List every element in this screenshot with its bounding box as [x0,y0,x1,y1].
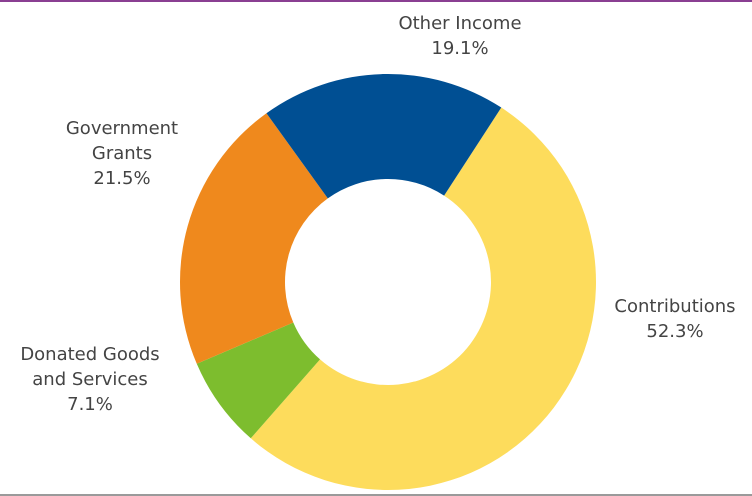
slice-label-name-line-2: Grants [91,143,153,164]
donut-slices [179,73,596,490]
donut-slice-other-income [266,73,502,199]
slice-label-value: 19.1% [431,38,489,59]
slice-label-donated-goods-and-services: Donated Goods and Services 7.1% [2,342,178,417]
donut-slice-contributions [250,107,596,490]
slice-label-value: 21.5% [93,168,151,189]
slice-label-value: 52.3% [646,321,704,342]
donut-slice-donated-goods-and-services [196,322,321,439]
top-rule [0,0,752,2]
slice-label-government-grants: Government Grants 21.5% [22,116,222,191]
slice-label-name-line-1: Government [65,118,179,139]
slice-label-value: 7.1% [67,394,113,415]
donut-slice-government-grants [179,113,328,364]
slice-label-name: Contributions [614,296,736,317]
slice-label-other-income: Other Income 19.1% [360,11,560,61]
slice-label-name: Other Income [398,13,522,34]
bottom-rule [0,494,752,496]
slice-label-name-line-1: Donated Goods [20,344,160,365]
slice-label-contributions: Contributions 52.3% [598,294,752,344]
slice-label-name-line-2: and Services [32,369,148,390]
